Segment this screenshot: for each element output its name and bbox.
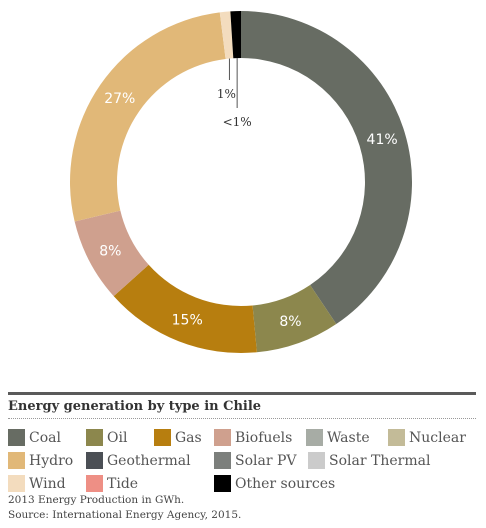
legend-item-gas: Gas xyxy=(154,429,214,446)
legend-item-waste: Waste xyxy=(306,429,388,446)
legend-label: Solar Thermal xyxy=(329,452,431,469)
legend-item-wind: Wind xyxy=(8,475,86,492)
legend-label: Coal xyxy=(29,429,61,446)
title-dotted-rule xyxy=(8,418,476,419)
legend-label: Tide xyxy=(107,475,139,492)
legend-row: Coal Oil Gas Biofuels Waste Nuclear xyxy=(8,426,478,449)
slice-label-hydro: 27% xyxy=(104,91,135,107)
legend-item-oil: Oil xyxy=(86,429,154,446)
slice-wind xyxy=(219,11,234,59)
legend-label: Gas xyxy=(175,429,202,446)
legend-swatch xyxy=(8,429,25,446)
donut-chart: 41% 8% 15% 8% 27% 1% <1% xyxy=(70,11,413,354)
legend-item-coal: Coal xyxy=(8,429,86,446)
legend-swatch xyxy=(8,452,25,469)
legend-swatch xyxy=(308,452,325,469)
legend-label: Hydro xyxy=(29,452,74,469)
legend-row: Wind Tide Other sources xyxy=(8,472,478,495)
legend-swatch xyxy=(86,452,103,469)
chart-title: Energy generation by type in Chile xyxy=(8,399,262,414)
legend-item-nuclear: Nuclear xyxy=(388,429,478,446)
legend-label: Other sources xyxy=(235,475,336,492)
slice-label-biofuels: 8% xyxy=(99,243,121,259)
legend-item-solar-thermal: Solar Thermal xyxy=(308,452,448,469)
legend-swatch xyxy=(86,429,103,446)
legend-swatch xyxy=(214,475,231,492)
callout-label-wind: 1% xyxy=(217,87,236,101)
legend-label: Nuclear xyxy=(409,429,466,446)
legend-label: Biofuels xyxy=(235,429,293,446)
legend-swatch xyxy=(214,429,231,446)
source-note: Source: International Energy Agency, 201… xyxy=(8,509,242,521)
slice-oil xyxy=(252,284,337,353)
legend-swatch xyxy=(214,452,231,469)
legend-item-solar-pv: Solar PV xyxy=(214,452,308,469)
legend-swatch xyxy=(8,475,25,492)
legend-label: Solar PV xyxy=(235,452,297,469)
slice-other-sources xyxy=(230,11,241,59)
legend-label: Geothermal xyxy=(107,452,191,469)
legend-label: Wind xyxy=(29,475,66,492)
legend: Coal Oil Gas Biofuels Waste Nuclear Hydro Geoth… xyxy=(8,426,478,495)
slice-label-gas: 15% xyxy=(172,312,203,328)
legend-item-hydro: Hydro xyxy=(8,452,86,469)
legend-swatch xyxy=(388,429,405,446)
legend-swatch xyxy=(306,429,323,446)
unit-note: 2013 Energy Production in GWh. xyxy=(8,494,185,506)
legend-label: Oil xyxy=(107,429,128,446)
slice-label-oil: 8% xyxy=(279,314,301,330)
slice-hydro xyxy=(70,12,226,222)
legend-swatch xyxy=(86,475,103,492)
callout-label-other-sources: <1% xyxy=(223,115,252,129)
legend-item-geothermal: Geothermal xyxy=(86,452,214,469)
title-rule xyxy=(8,392,476,395)
legend-swatch xyxy=(154,429,171,446)
legend-label: Waste xyxy=(327,429,370,446)
legend-item-tide: Tide xyxy=(86,475,214,492)
slice-coal xyxy=(241,11,413,324)
slice-gas xyxy=(113,264,257,354)
slice-biofuels xyxy=(74,210,149,297)
legend-row: Hydro Geothermal Solar PV Solar Thermal xyxy=(8,449,478,472)
slice-label-coal: 41% xyxy=(367,132,398,148)
legend-item-other-sources: Other sources xyxy=(214,475,335,492)
legend-item-biofuels: Biofuels xyxy=(214,429,306,446)
